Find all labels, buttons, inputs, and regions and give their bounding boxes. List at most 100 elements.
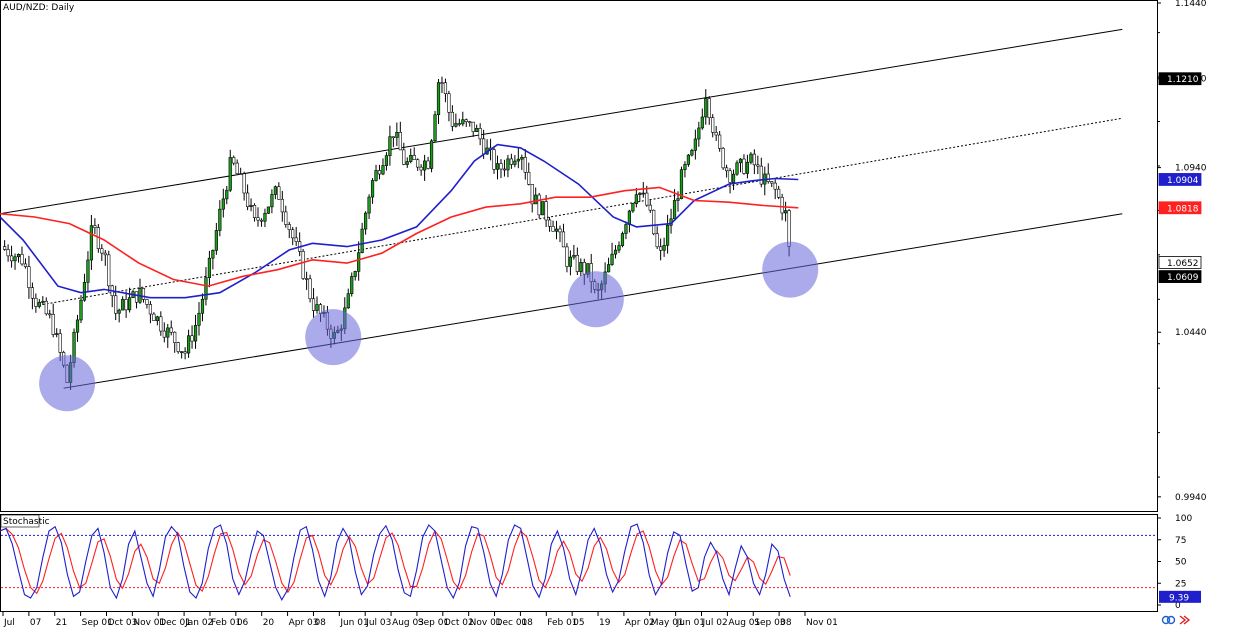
candle-body bbox=[711, 117, 715, 133]
candle-body bbox=[704, 98, 708, 118]
candle-body bbox=[402, 149, 406, 165]
candle-body bbox=[436, 82, 441, 116]
candle-body bbox=[377, 170, 382, 175]
candle-body bbox=[134, 291, 139, 303]
stoch-y-tick-label: 25 bbox=[1175, 579, 1186, 589]
candle-body bbox=[766, 173, 770, 182]
candle-body bbox=[721, 148, 725, 169]
candle-body bbox=[641, 192, 645, 195]
candle-body bbox=[166, 327, 170, 338]
candle-body bbox=[79, 299, 83, 321]
candle-body bbox=[225, 189, 229, 200]
x-tick-label: Jul 03 bbox=[365, 618, 391, 628]
candle-body bbox=[638, 192, 642, 196]
candle-body bbox=[544, 201, 548, 221]
candle-body bbox=[475, 128, 479, 132]
candle-body bbox=[645, 192, 649, 206]
candle-body bbox=[502, 168, 507, 171]
price-badge bbox=[1158, 270, 1202, 283]
candle-body bbox=[23, 263, 28, 267]
candle-body bbox=[75, 319, 80, 333]
candle-body bbox=[620, 233, 625, 246]
candle-body bbox=[784, 210, 788, 214]
swing-low-circle bbox=[305, 309, 362, 366]
candle-body bbox=[613, 249, 618, 255]
stoch-value-badge bbox=[1159, 590, 1201, 603]
candle-body bbox=[770, 181, 774, 184]
main-pane-frame bbox=[0, 0, 1158, 512]
x-tick-label: Sep 03 bbox=[754, 618, 785, 628]
candle-body bbox=[648, 204, 652, 211]
candle-body bbox=[672, 200, 677, 220]
candle-body bbox=[780, 196, 784, 214]
x-tick-label: 05 bbox=[573, 618, 584, 628]
candle-body bbox=[530, 184, 534, 205]
candle-body bbox=[575, 254, 579, 272]
x-tick-label: Nov 01 bbox=[806, 618, 838, 628]
candle-body bbox=[464, 119, 468, 122]
candle-body bbox=[159, 316, 163, 332]
candle-body bbox=[565, 246, 569, 267]
chart-title: AUD/NZD: Daily bbox=[3, 3, 75, 13]
stoch-d-line bbox=[0, 527, 791, 595]
candle-body bbox=[568, 256, 573, 267]
candle-body bbox=[513, 160, 517, 165]
candle-body bbox=[249, 205, 253, 207]
candle-body bbox=[547, 219, 552, 227]
candle-body bbox=[541, 201, 545, 216]
candle-body bbox=[308, 278, 312, 300]
candle-body bbox=[353, 271, 357, 277]
candle-body bbox=[141, 288, 146, 300]
candle-body bbox=[742, 158, 746, 174]
candle-body bbox=[100, 248, 104, 254]
candle-body bbox=[665, 224, 670, 246]
link-icon[interactable] bbox=[1161, 615, 1176, 625]
x-tick-label: Nov 01 bbox=[470, 618, 502, 628]
candle-body bbox=[731, 173, 736, 183]
candle-body bbox=[735, 162, 739, 175]
candle-body bbox=[606, 264, 611, 273]
price-badge-label: 1.1210 bbox=[1167, 75, 1199, 85]
candle-body bbox=[707, 98, 711, 118]
candle-body bbox=[610, 253, 614, 265]
candle-body bbox=[381, 165, 385, 175]
candle-body bbox=[416, 159, 420, 168]
x-tick-label: 08 bbox=[314, 618, 326, 628]
candle-body bbox=[155, 316, 159, 321]
stoch-title: Stochastic bbox=[3, 517, 50, 527]
candle-body bbox=[256, 217, 260, 221]
arrow-icon[interactable] bbox=[1179, 615, 1191, 625]
candle-body bbox=[37, 302, 41, 307]
candle-body bbox=[659, 246, 663, 251]
stoch-y-tick-label: 50 bbox=[1175, 558, 1187, 568]
candle-body bbox=[693, 138, 697, 151]
x-tick-label: Feb 01 bbox=[547, 618, 577, 628]
candle-body bbox=[103, 252, 107, 256]
swing-low-circle bbox=[567, 271, 624, 328]
candle-body bbox=[239, 173, 243, 175]
candle-body bbox=[360, 228, 364, 253]
candle-body bbox=[48, 313, 52, 316]
x-tick-label: 08 bbox=[780, 618, 792, 628]
price-badge bbox=[1158, 201, 1202, 215]
y-tick-label: 1.0940 bbox=[1175, 164, 1207, 174]
candle-body bbox=[787, 210, 791, 247]
candle-body bbox=[183, 351, 187, 354]
ma-red-line bbox=[0, 186, 799, 287]
candle-body bbox=[367, 196, 371, 214]
candle-body bbox=[471, 121, 475, 132]
x-tick-label: Jul 02 bbox=[702, 618, 728, 628]
price-badge-label: 1.0652 bbox=[1167, 259, 1199, 269]
x-tick-label: Oct 02 bbox=[444, 618, 474, 628]
candle-body bbox=[9, 255, 14, 262]
candle-body bbox=[551, 226, 555, 232]
candle-body bbox=[20, 254, 24, 265]
x-tick-label: 20 bbox=[263, 618, 275, 628]
x-tick-label: Aug 03 bbox=[392, 618, 424, 628]
y-tick-label: 0.9940 bbox=[1175, 493, 1207, 503]
candle-body bbox=[124, 299, 128, 311]
candle-body bbox=[27, 266, 31, 288]
candle-body bbox=[34, 297, 38, 307]
candle-body bbox=[204, 277, 208, 300]
candle-body bbox=[197, 312, 201, 326]
